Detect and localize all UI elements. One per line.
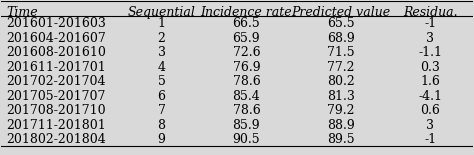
Text: 201601-201603: 201601-201603 xyxy=(6,17,106,30)
Text: 65.5: 65.5 xyxy=(327,17,355,30)
Text: 7: 7 xyxy=(158,104,165,117)
Text: 0.3: 0.3 xyxy=(420,61,440,74)
Text: 85.9: 85.9 xyxy=(233,119,260,132)
Text: 80.2: 80.2 xyxy=(327,75,355,88)
Text: 201705-201707: 201705-201707 xyxy=(6,90,106,103)
Text: 201604-201607: 201604-201607 xyxy=(6,32,106,45)
Text: 201711-201801: 201711-201801 xyxy=(6,119,106,132)
Text: 76.9: 76.9 xyxy=(233,61,260,74)
Text: -1.1: -1.1 xyxy=(418,46,442,59)
Text: 90.5: 90.5 xyxy=(233,133,260,146)
Text: Incidence rate: Incidence rate xyxy=(201,6,292,19)
Text: 81.3: 81.3 xyxy=(327,90,355,103)
Text: 201708-201710: 201708-201710 xyxy=(6,104,106,117)
Text: 65.9: 65.9 xyxy=(233,32,260,45)
Text: 3: 3 xyxy=(426,119,434,132)
Text: Residua.: Residua. xyxy=(403,6,457,19)
Text: 4: 4 xyxy=(157,61,165,74)
Text: 78.6: 78.6 xyxy=(233,75,260,88)
Text: 78.6: 78.6 xyxy=(233,104,260,117)
Text: 66.5: 66.5 xyxy=(233,17,260,30)
Text: 6: 6 xyxy=(157,90,165,103)
Text: 85.4: 85.4 xyxy=(233,90,260,103)
Text: 8: 8 xyxy=(157,119,165,132)
Text: Predicted value: Predicted value xyxy=(291,6,390,19)
Text: 1: 1 xyxy=(157,17,165,30)
Text: 201611-201701: 201611-201701 xyxy=(6,61,106,74)
Text: 5: 5 xyxy=(158,75,165,88)
Text: 72.6: 72.6 xyxy=(233,46,260,59)
Text: -1: -1 xyxy=(424,133,436,146)
Text: 89.5: 89.5 xyxy=(327,133,355,146)
Text: -4.1: -4.1 xyxy=(418,90,442,103)
Text: 68.9: 68.9 xyxy=(327,32,355,45)
Text: 71.5: 71.5 xyxy=(327,46,355,59)
Text: 201608-201610: 201608-201610 xyxy=(6,46,106,59)
Text: 2: 2 xyxy=(158,32,165,45)
Text: 1.6: 1.6 xyxy=(420,75,440,88)
Text: 201702-201704: 201702-201704 xyxy=(6,75,106,88)
Text: 0.6: 0.6 xyxy=(420,104,440,117)
Text: 77.2: 77.2 xyxy=(327,61,355,74)
Text: Sequential: Sequential xyxy=(128,6,196,19)
Text: 79.2: 79.2 xyxy=(327,104,355,117)
Text: 201802-201804: 201802-201804 xyxy=(6,133,106,146)
Text: Time: Time xyxy=(6,6,38,19)
Text: 88.9: 88.9 xyxy=(327,119,355,132)
Text: -1: -1 xyxy=(424,17,436,30)
Text: 3: 3 xyxy=(157,46,165,59)
Text: 9: 9 xyxy=(158,133,165,146)
Text: 3: 3 xyxy=(426,32,434,45)
